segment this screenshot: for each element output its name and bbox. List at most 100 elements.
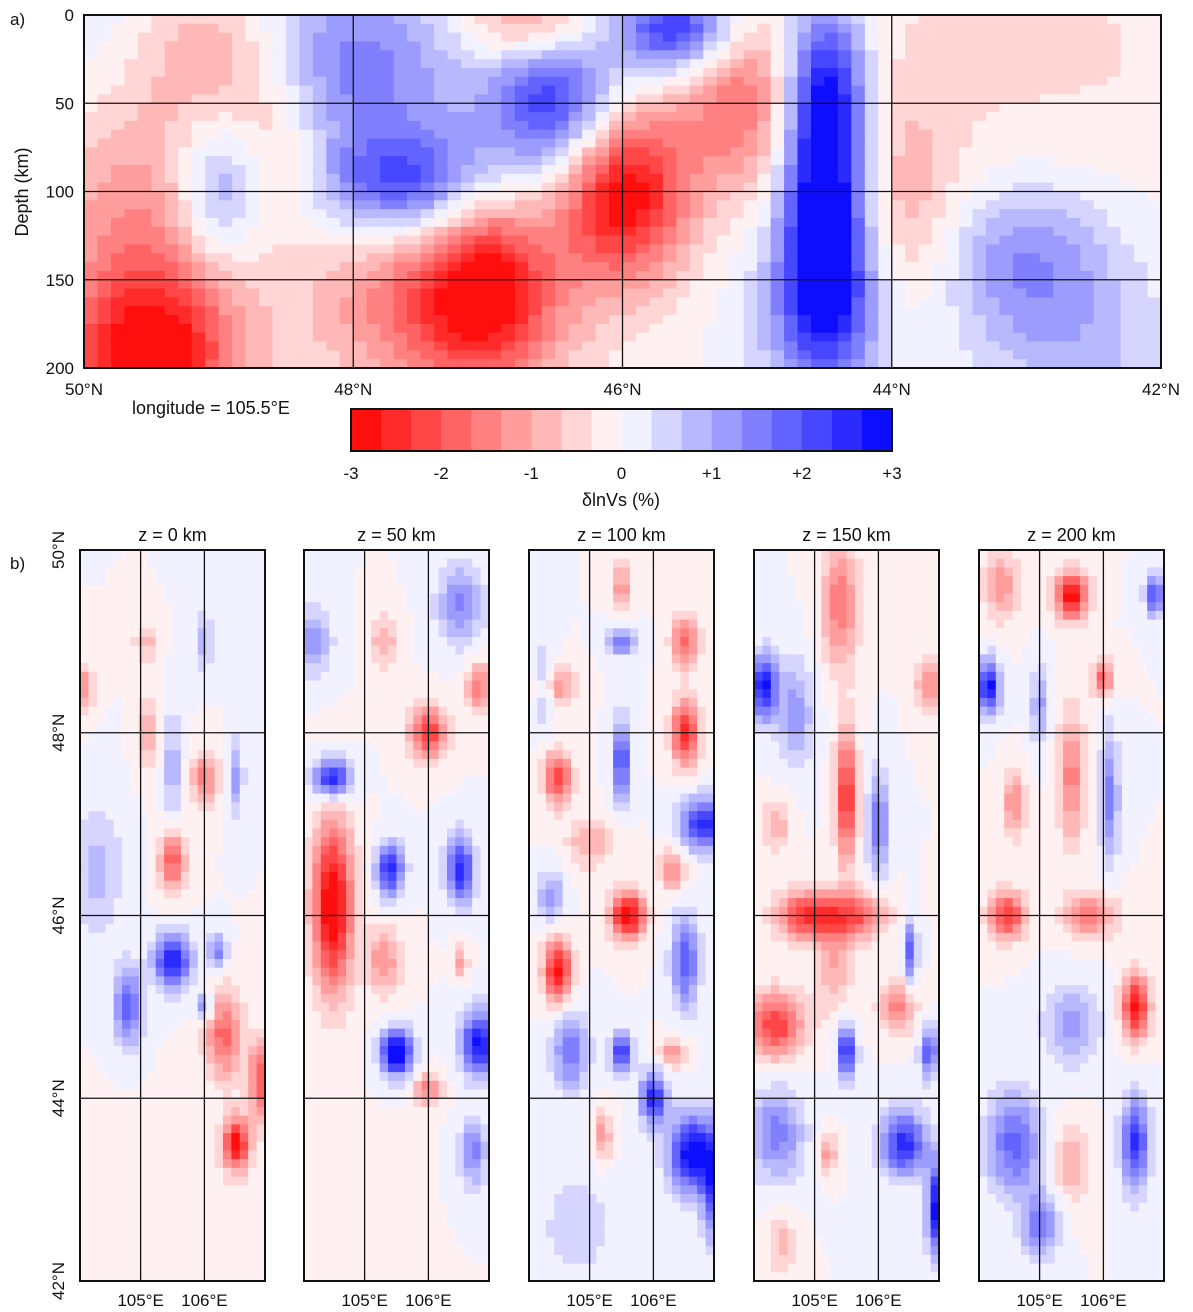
section-cell [501, 120, 516, 131]
slice-cell [130, 1202, 140, 1212]
section-cell [1134, 129, 1149, 140]
section-cell [1134, 120, 1149, 131]
section-cell [474, 120, 489, 131]
section-cell [784, 112, 799, 122]
slice-cell [147, 619, 157, 629]
section-cell [1080, 288, 1095, 298]
section-cell [689, 103, 704, 113]
section-cell [151, 315, 166, 325]
slice-cell [214, 663, 224, 673]
section-cell [1012, 209, 1027, 219]
slice-cell [172, 567, 182, 577]
section-cell [635, 217, 651, 228]
section-cell [716, 138, 731, 148]
section-cell [353, 41, 368, 51]
section-cell [999, 173, 1014, 184]
section-cell [972, 41, 987, 51]
section-cell [380, 350, 395, 360]
slice-cell [147, 845, 157, 856]
section-cell [487, 288, 502, 298]
section-cell [1120, 350, 1135, 360]
slice-cell [231, 784, 241, 795]
slice-cell [96, 767, 106, 777]
section-cell [932, 323, 947, 334]
section-cell [743, 50, 758, 60]
section-cell [434, 279, 449, 290]
section-cell [770, 112, 785, 122]
section-cell [487, 67, 502, 78]
slice-cell [88, 802, 98, 812]
slice-cell [147, 932, 157, 943]
section-cell [824, 67, 839, 78]
section-cell [514, 103, 529, 113]
section-cell [1093, 341, 1108, 351]
slice-cell [105, 1037, 115, 1047]
slice-cell [248, 776, 258, 786]
slice-cell [248, 1028, 258, 1038]
slice-cell [197, 1011, 207, 1021]
section-cell [824, 306, 839, 316]
slice-cell [222, 1098, 232, 1108]
section-cell [137, 200, 152, 210]
colorbar-tick-label: -1 [524, 464, 539, 483]
section-cell [784, 173, 799, 184]
slice-cell [222, 1211, 232, 1221]
section-cell [232, 41, 247, 51]
slice-cell [80, 1106, 90, 1117]
slice-cell [113, 915, 123, 925]
section-cell [366, 262, 381, 272]
section-cell [689, 76, 704, 87]
section-cell [191, 270, 206, 281]
section-cell [232, 270, 247, 281]
section-cell [380, 41, 395, 51]
slice-cell [197, 1080, 207, 1091]
section-cell [272, 15, 287, 25]
section-cell [164, 288, 179, 298]
slice-cell [206, 654, 216, 664]
slice-cell [239, 680, 249, 690]
section-cell [501, 103, 516, 113]
slice-cell [239, 976, 249, 986]
slice-cell [88, 732, 98, 743]
section-cell [635, 50, 651, 60]
section-cell [797, 253, 812, 263]
section-cell [622, 50, 637, 60]
slice-cell [231, 689, 241, 699]
slice-cell [180, 1002, 190, 1012]
section-cell [582, 32, 597, 43]
section-cell [837, 297, 852, 307]
colorbar-frame [350, 408, 893, 452]
section-cell [285, 200, 300, 210]
section-cell [205, 226, 220, 237]
section-cell [891, 94, 906, 104]
section-cell [97, 15, 112, 25]
section-cell [837, 32, 852, 43]
slice-cell [222, 932, 232, 943]
section-cell [1120, 32, 1135, 43]
section-cell [1053, 341, 1068, 351]
section-cell [1147, 182, 1162, 193]
section-cell [945, 165, 960, 175]
section-cell [97, 244, 112, 254]
section-cell [568, 332, 583, 343]
slice-cell [197, 784, 207, 795]
slice-cell [164, 1080, 174, 1091]
slice-cell [248, 715, 258, 725]
section-cell [1012, 253, 1027, 263]
section-cell [595, 67, 610, 78]
section-cell [824, 15, 839, 25]
slice-cell [239, 1080, 249, 1091]
section-cell [1107, 147, 1122, 157]
section-cell [407, 306, 422, 316]
section-cell [555, 156, 570, 166]
slice-cell [239, 584, 249, 595]
section-cell [259, 85, 274, 96]
slice-cell [96, 567, 106, 577]
section-cell [1026, 59, 1041, 69]
section-cell [595, 341, 610, 351]
section-cell [797, 315, 812, 325]
section-cell [784, 147, 799, 157]
section-cell [84, 235, 99, 246]
section-cell [609, 297, 624, 307]
slice-cell [155, 993, 165, 1004]
